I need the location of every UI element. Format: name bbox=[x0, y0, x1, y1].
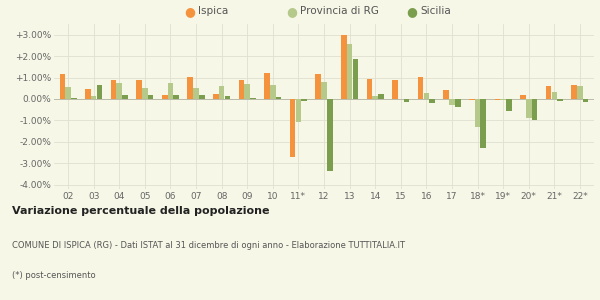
Bar bbox=[353, 59, 358, 99]
Bar bbox=[199, 95, 205, 99]
Bar bbox=[443, 90, 449, 99]
Bar bbox=[162, 95, 167, 99]
Bar bbox=[327, 99, 332, 171]
Bar bbox=[481, 99, 486, 148]
Bar bbox=[173, 95, 179, 99]
Bar bbox=[321, 82, 327, 99]
Bar bbox=[367, 79, 372, 99]
Bar bbox=[455, 99, 461, 106]
Bar bbox=[122, 95, 128, 99]
Bar bbox=[59, 74, 65, 99]
Bar bbox=[392, 80, 398, 99]
Bar bbox=[347, 44, 352, 99]
Bar bbox=[557, 99, 563, 101]
Bar bbox=[85, 89, 91, 99]
Bar bbox=[301, 99, 307, 101]
Text: Ispica: Ispica bbox=[198, 6, 228, 16]
Bar bbox=[378, 94, 384, 99]
Bar bbox=[500, 99, 506, 100]
Text: Provincia di RG: Provincia di RG bbox=[300, 6, 379, 16]
Text: ●: ● bbox=[184, 5, 195, 18]
Bar bbox=[296, 99, 301, 122]
Bar bbox=[316, 74, 321, 99]
Bar bbox=[270, 85, 275, 99]
Bar bbox=[506, 99, 512, 111]
Bar bbox=[526, 99, 532, 118]
Bar bbox=[424, 93, 429, 99]
Bar bbox=[449, 99, 455, 105]
Bar bbox=[219, 86, 224, 99]
Text: Sicilia: Sicilia bbox=[420, 6, 451, 16]
Bar bbox=[116, 83, 122, 99]
Bar bbox=[551, 92, 557, 99]
Bar bbox=[276, 97, 281, 99]
Text: ●: ● bbox=[286, 5, 297, 18]
Bar bbox=[91, 96, 97, 99]
Bar bbox=[418, 76, 424, 99]
Bar bbox=[430, 99, 435, 103]
Bar bbox=[520, 95, 526, 99]
Bar bbox=[193, 88, 199, 99]
Bar bbox=[571, 85, 577, 99]
Bar bbox=[167, 83, 173, 99]
Text: (*) post-censimento: (*) post-censimento bbox=[12, 271, 95, 280]
Bar bbox=[583, 99, 589, 102]
Bar bbox=[532, 99, 538, 120]
Text: ●: ● bbox=[406, 5, 417, 18]
Bar bbox=[404, 99, 409, 102]
Bar bbox=[244, 84, 250, 99]
Text: Variazione percentuale della popolazione: Variazione percentuale della popolazione bbox=[12, 206, 269, 217]
Bar bbox=[239, 80, 244, 99]
Bar bbox=[341, 35, 347, 99]
Bar bbox=[469, 99, 475, 100]
Bar bbox=[136, 80, 142, 99]
Bar bbox=[577, 86, 583, 99]
Bar bbox=[250, 98, 256, 99]
Text: COMUNE DI ISPICA (RG) - Dati ISTAT al 31 dicembre di ogni anno - Elaborazione TU: COMUNE DI ISPICA (RG) - Dati ISTAT al 31… bbox=[12, 241, 405, 250]
Bar bbox=[65, 87, 71, 99]
Bar bbox=[213, 94, 218, 99]
Bar bbox=[264, 73, 270, 99]
Bar bbox=[187, 76, 193, 99]
Bar bbox=[71, 98, 77, 99]
Bar bbox=[148, 95, 154, 99]
Bar bbox=[546, 86, 551, 99]
Bar bbox=[290, 99, 295, 157]
Bar bbox=[475, 99, 481, 127]
Bar bbox=[142, 88, 148, 99]
Bar bbox=[110, 80, 116, 99]
Bar bbox=[97, 85, 102, 99]
Bar bbox=[373, 96, 378, 99]
Bar bbox=[494, 99, 500, 100]
Bar bbox=[224, 96, 230, 99]
